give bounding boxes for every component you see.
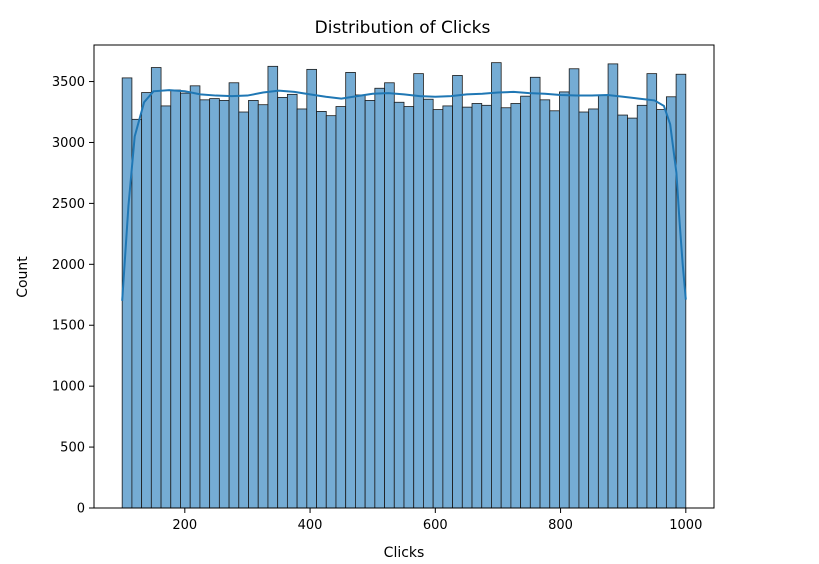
histogram-bar bbox=[228, 82, 240, 509]
histogram-bar bbox=[277, 96, 288, 509]
histogram-bar bbox=[160, 105, 172, 509]
y-tick-label: 2500 bbox=[52, 197, 85, 212]
histogram-bar bbox=[617, 114, 628, 509]
histogram-bar bbox=[461, 106, 473, 509]
histogram-bar bbox=[607, 63, 619, 509]
histogram-bar bbox=[491, 62, 502, 509]
histogram-bar bbox=[286, 93, 298, 509]
y-tick-label: 1500 bbox=[52, 319, 85, 334]
histogram-bar bbox=[335, 106, 347, 509]
y-axis-label: Count bbox=[15, 256, 31, 298]
x-tick-label: 800 bbox=[548, 518, 573, 533]
histogram-bar bbox=[374, 87, 385, 509]
kde-curve bbox=[121, 89, 687, 301]
histogram-bar bbox=[442, 105, 453, 509]
histogram-bar bbox=[423, 98, 434, 509]
histogram-bar bbox=[500, 107, 512, 509]
histogram-bar bbox=[578, 111, 590, 509]
histogram-bar bbox=[238, 111, 249, 509]
x-axis: 200 400 600 800 1000 bbox=[172, 508, 702, 533]
y-axis: 0 500 1000 1500 2000 2500 3000 3500 bbox=[52, 75, 94, 517]
histogram-bar bbox=[141, 92, 152, 509]
histogram-bar bbox=[355, 94, 366, 509]
y-tick-label: 2000 bbox=[52, 258, 85, 273]
histogram-bar bbox=[209, 98, 220, 509]
histogram-bar bbox=[413, 73, 424, 509]
histogram-bar bbox=[218, 100, 230, 509]
histogram-bar bbox=[345, 72, 356, 509]
y-tick-label: 3000 bbox=[52, 136, 85, 151]
histogram-bar bbox=[510, 103, 522, 509]
bars-layer bbox=[121, 62, 687, 509]
histogram-bar bbox=[199, 99, 211, 509]
histogram-bar bbox=[403, 106, 415, 509]
chart-title: Distribution of Clicks bbox=[315, 18, 491, 38]
histogram-bar bbox=[627, 117, 638, 509]
histogram-bar bbox=[559, 91, 570, 509]
histogram-bar bbox=[131, 118, 143, 509]
histogram-bar bbox=[471, 103, 483, 509]
y-tick-label: 3500 bbox=[52, 75, 85, 90]
histogram-bar bbox=[316, 111, 327, 509]
histogram-bar bbox=[170, 89, 181, 509]
histogram-bar bbox=[568, 68, 580, 509]
x-tick-label: 200 bbox=[172, 518, 197, 533]
histogram-bar bbox=[189, 85, 201, 509]
histogram-bar bbox=[257, 104, 269, 509]
histogram-bar bbox=[539, 99, 551, 509]
histogram-bar bbox=[325, 115, 337, 509]
y-tick-label: 0 bbox=[77, 502, 85, 517]
histogram-bar bbox=[267, 65, 279, 509]
histogram-bar bbox=[432, 109, 444, 509]
x-tick-label: 400 bbox=[298, 518, 323, 533]
histogram-bar bbox=[296, 108, 308, 509]
histogram-bar bbox=[393, 101, 405, 509]
histogram-bar bbox=[452, 75, 463, 509]
histogram-bar bbox=[180, 92, 191, 509]
histogram-bar bbox=[597, 94, 609, 509]
histogram-bar bbox=[646, 73, 658, 509]
histogram-bar bbox=[656, 109, 667, 509]
histogram-bar bbox=[306, 68, 317, 509]
plot-frame bbox=[93, 44, 715, 509]
histogram-bar bbox=[364, 100, 376, 509]
histogram-bar bbox=[549, 110, 560, 509]
x-tick-label: 600 bbox=[423, 518, 448, 533]
x-tick-label: 1000 bbox=[669, 518, 702, 533]
histogram-bar bbox=[588, 108, 599, 509]
y-tick-label: 1000 bbox=[52, 380, 85, 395]
histogram-bar bbox=[481, 104, 492, 509]
y-tick-label: 500 bbox=[60, 441, 85, 456]
histogram-bar bbox=[520, 95, 531, 509]
x-axis-label: Clicks bbox=[384, 545, 425, 561]
histogram-bar bbox=[384, 82, 395, 509]
histogram-bar bbox=[150, 67, 162, 509]
histogram-bar bbox=[529, 76, 541, 509]
histogram-bar bbox=[248, 100, 259, 509]
histogram-bar bbox=[636, 104, 648, 509]
